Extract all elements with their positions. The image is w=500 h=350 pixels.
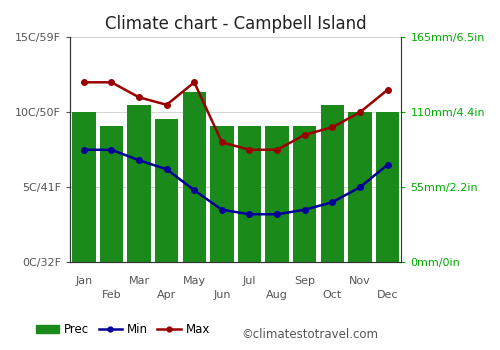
Bar: [100, 126, 123, 262]
Bar: [182, 92, 206, 262]
Bar: [376, 112, 400, 262]
Bar: [128, 105, 151, 262]
Legend: Prec, Min, Max: Prec, Min, Max: [31, 318, 214, 341]
Text: Oct: Oct: [322, 290, 342, 300]
Bar: [238, 126, 261, 262]
Bar: [266, 126, 289, 262]
Text: May: May: [182, 276, 206, 286]
Text: Sep: Sep: [294, 276, 315, 286]
Text: ©climatestotravel.com: ©climatestotravel.com: [242, 328, 378, 341]
Text: Jun: Jun: [213, 290, 230, 300]
Bar: [210, 126, 234, 262]
Text: Feb: Feb: [102, 290, 121, 300]
Title: Climate chart - Campbell Island: Climate chart - Campbell Island: [105, 15, 366, 33]
Bar: [155, 119, 178, 262]
Text: Apr: Apr: [157, 290, 176, 300]
Text: Jan: Jan: [75, 276, 92, 286]
Text: Mar: Mar: [128, 276, 150, 286]
Bar: [72, 112, 96, 262]
Text: Nov: Nov: [349, 276, 371, 286]
Bar: [320, 105, 344, 262]
Text: Jul: Jul: [242, 276, 256, 286]
Text: Dec: Dec: [377, 290, 398, 300]
Text: Aug: Aug: [266, 290, 288, 300]
Bar: [348, 112, 372, 262]
Bar: [293, 126, 316, 262]
